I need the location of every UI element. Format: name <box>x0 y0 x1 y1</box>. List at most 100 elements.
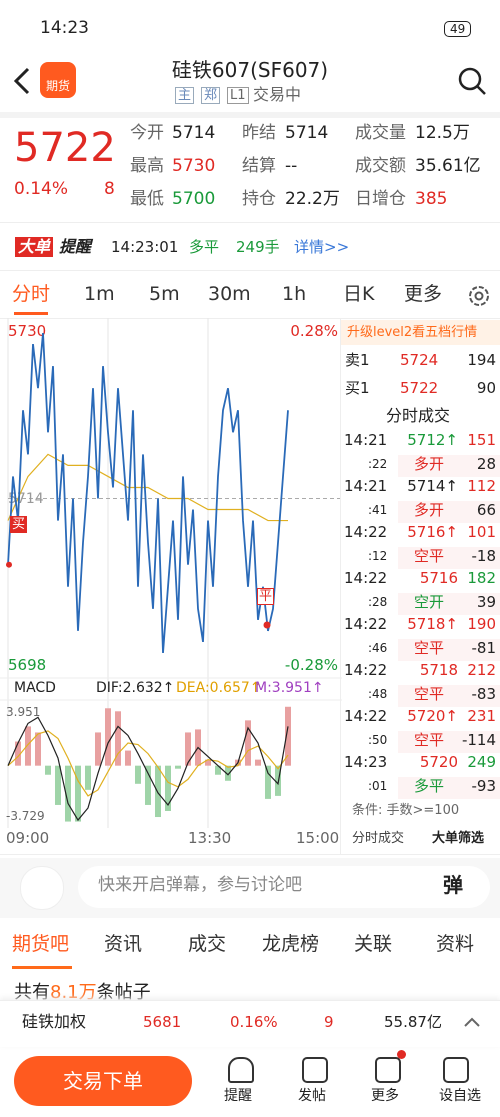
macd-m: M:3.951↑ <box>255 680 324 696</box>
macd-bar <box>185 732 191 766</box>
book-volume: 90 <box>476 379 496 397</box>
macd-bar <box>245 720 251 766</box>
upgrade-bar[interactable] <box>341 320 500 345</box>
field-label: 持仓 <box>242 189 276 209</box>
trade-status[interactable]: 交易中 <box>253 85 302 104</box>
section-tab[interactable]: 成交 <box>188 933 227 955</box>
trade-volume: 101 <box>467 523 496 541</box>
expand-icon[interactable] <box>462 1014 482 1030</box>
field-value: 22.2万 <box>285 189 340 209</box>
period-tab[interactable]: 日K <box>343 283 375 305</box>
trade-volume: 249 <box>467 753 496 771</box>
field-label: 成交额 <box>355 156 406 176</box>
trade-time: 14:21 <box>344 431 388 449</box>
field-label: 日增仓 <box>355 189 406 209</box>
macd-bar <box>145 765 151 805</box>
field-label: 最低 <box>130 189 164 209</box>
kind-bg <box>398 501 500 523</box>
period-tab[interactable]: 分时 <box>12 283 51 305</box>
prev-settle: 5714 <box>8 491 44 507</box>
nav-label[interactable]: 更多 <box>371 1088 399 1104</box>
last-price: 5722 <box>14 125 116 171</box>
marker-dot <box>263 621 271 629</box>
macd-bar <box>155 765 161 818</box>
section-tab[interactable]: 龙虎榜 <box>262 933 320 955</box>
trade-price: 5716 <box>419 569 458 587</box>
field-label: 成交量 <box>355 123 406 143</box>
trade-qty: -114 <box>461 731 496 749</box>
book-label: 卖1 <box>345 351 370 369</box>
section-tab[interactable]: 资讯 <box>104 933 143 955</box>
nav-icon[interactable] <box>375 1057 401 1083</box>
period-tab[interactable]: 1m <box>84 283 115 305</box>
nav-label[interactable]: 提醒 <box>224 1088 252 1104</box>
trade-kind: 空平 <box>414 547 445 565</box>
upgrade-text[interactable]: 升级level2看五档行情 <box>347 325 478 340</box>
book-volume: 194 <box>467 351 496 369</box>
trade-button-label[interactable]: 交易下单 <box>63 1069 143 1093</box>
trade-qty: 28 <box>476 455 496 473</box>
index-row[interactable] <box>0 1000 500 1047</box>
nav-label[interactable]: 发帖 <box>298 1088 326 1104</box>
period-tab[interactable]: 更多 <box>404 283 443 305</box>
divider <box>0 854 500 855</box>
trade-kind: 空开 <box>414 593 445 611</box>
trade-time: 14:22 <box>344 523 388 541</box>
alert-volume: 249手 <box>236 238 280 256</box>
period-tab[interactable]: 1h <box>282 283 307 305</box>
trade-volume: 212 <box>467 661 496 679</box>
macd-bar <box>285 706 291 766</box>
macd-bar <box>45 765 51 775</box>
macd-select[interactable]: MACD <box>14 680 56 696</box>
kind-bg <box>398 639 500 661</box>
alert-link[interactable]: 详情>> <box>294 238 350 256</box>
section-tab[interactable]: 资料 <box>436 933 475 955</box>
macd-bar <box>165 765 171 811</box>
macd-dif: DIF:2.632↑ <box>96 680 175 696</box>
index-name: 硅铁加权 <box>22 1012 87 1031</box>
nav-icon[interactable] <box>228 1057 254 1083</box>
tab-big-orders[interactable]: 大单筛选 <box>432 831 485 846</box>
trade-qty: -83 <box>471 685 497 703</box>
trade-button[interactable] <box>14 1056 192 1106</box>
kind-bg <box>398 455 500 477</box>
field-value: 5714 <box>172 123 216 143</box>
trade-time: 14:23 <box>344 753 388 771</box>
trade-qty: -81 <box>471 639 497 657</box>
nav-icon[interactable] <box>443 1057 469 1083</box>
tab-underline <box>12 966 72 969</box>
section-tab[interactable]: 关联 <box>354 933 393 955</box>
price-max: 5730 <box>8 322 46 340</box>
settings-icon[interactable] <box>466 283 492 309</box>
alert-badge: 大单 <box>15 237 54 257</box>
search-icon[interactable] <box>455 64 489 98</box>
comment-input[interactable] <box>78 866 490 908</box>
field-label: 结算 <box>242 156 276 176</box>
field-value: 5714 <box>285 123 329 143</box>
comment-placeholder[interactable]: 快来开启弹幕，参与讨论吧 <box>98 875 302 895</box>
dif-line <box>7 716 289 822</box>
trade-kind: 空平 <box>414 685 445 703</box>
trade-time: 14:22 <box>344 661 388 679</box>
macd-bar <box>85 765 91 790</box>
field-value: 35.61亿 <box>415 156 481 176</box>
danmaku-toggle[interactable] <box>20 866 64 910</box>
period-tab[interactable]: 5m <box>149 283 180 305</box>
x-label: 13:30 <box>188 829 232 847</box>
section-tab[interactable]: 期货吧 <box>12 933 70 955</box>
nav-label[interactable]: 设自选 <box>439 1088 481 1104</box>
macd-bar <box>95 732 101 766</box>
trade-qty: 39 <box>476 593 496 611</box>
macd-bar <box>35 732 41 766</box>
back-icon[interactable] <box>10 65 34 97</box>
trades-title: 分时成交 <box>386 406 451 425</box>
dea-line <box>7 730 289 797</box>
buy-marker: 买 <box>10 516 28 533</box>
danmaku-button[interactable]: 弹 <box>443 873 463 897</box>
index-pct: 0.16% <box>230 1013 278 1031</box>
nav-icon[interactable] <box>302 1057 328 1083</box>
period-tab[interactable]: 30m <box>208 283 251 305</box>
trade-sec: :12 <box>368 549 388 563</box>
tab-trades[interactable]: 分时成交 <box>352 831 405 846</box>
trade-time: 14:22 <box>344 615 388 633</box>
